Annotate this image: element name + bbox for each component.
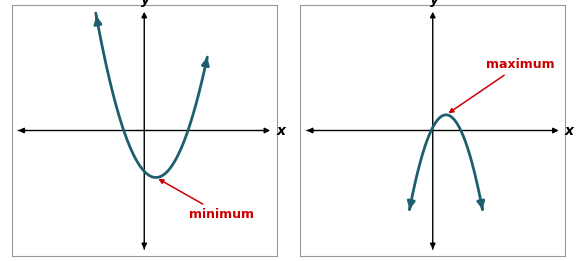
Text: minimum: minimum <box>160 180 254 221</box>
Text: y: y <box>430 0 439 7</box>
Text: y: y <box>141 0 151 7</box>
Text: maximum: maximum <box>449 58 554 112</box>
Text: x: x <box>565 124 574 138</box>
Text: x: x <box>276 124 285 138</box>
